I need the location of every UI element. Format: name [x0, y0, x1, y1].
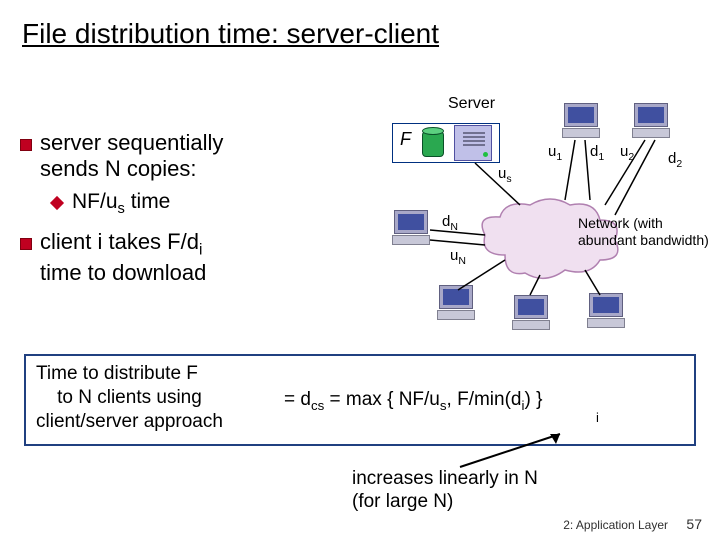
bullet-1-sub-tail: time: [125, 190, 171, 213]
bullet-1-sub: NF/us time: [52, 190, 360, 217]
network-diagram: Server F us u1 d1: [370, 95, 710, 325]
bullet-2-text-a: client i takes F/d: [40, 229, 199, 254]
formula-box: Time to distribute F to N clients using …: [24, 354, 696, 446]
bullet-1-sub-s: s: [118, 201, 125, 217]
footer-page-number: 57: [686, 516, 702, 532]
formula-line1: Time to distribute F: [36, 362, 684, 386]
bullet-2-sub-i: i: [199, 242, 202, 259]
label-u2: u2: [620, 143, 634, 163]
bullet-1-sub-text: NF/u: [72, 190, 118, 213]
bullet-1-text-b: sends N copies:: [40, 156, 197, 181]
network-label: Network (with abundant bandwidth): [578, 215, 709, 249]
bullet-1: server sequentially sends N copies:: [20, 130, 360, 182]
label-u1: u1: [548, 143, 562, 163]
label-us: us: [498, 165, 512, 185]
footer-chapter: 2: Application Layer: [563, 518, 668, 532]
bullet-2-text-b: time to download: [40, 260, 206, 285]
label-d1: d1: [590, 143, 604, 163]
connection-lines: [370, 95, 710, 325]
arrow-icon: [450, 432, 590, 472]
bullet-diamond-icon: [50, 196, 64, 210]
bullet-2: client i takes F/di time to download: [20, 229, 360, 285]
bullet-list: server sequentially sends N copies: NF/u…: [20, 130, 360, 294]
label-dN: dN: [442, 213, 458, 233]
formula-min-i: i: [596, 410, 599, 426]
bullet-square-icon: [20, 139, 32, 151]
bullet-square-icon: [20, 238, 32, 250]
formula-rhs: = dcs = max { NF/us, F/min(di) }: [284, 388, 542, 414]
bottom-note: increases linearly in N (for large N): [352, 468, 538, 514]
label-d2: d2: [668, 150, 682, 170]
slide-title: File distribution time: server-client: [22, 18, 439, 50]
bullet-1-text-a: server sequentially: [40, 130, 223, 155]
label-uN: uN: [450, 247, 466, 267]
